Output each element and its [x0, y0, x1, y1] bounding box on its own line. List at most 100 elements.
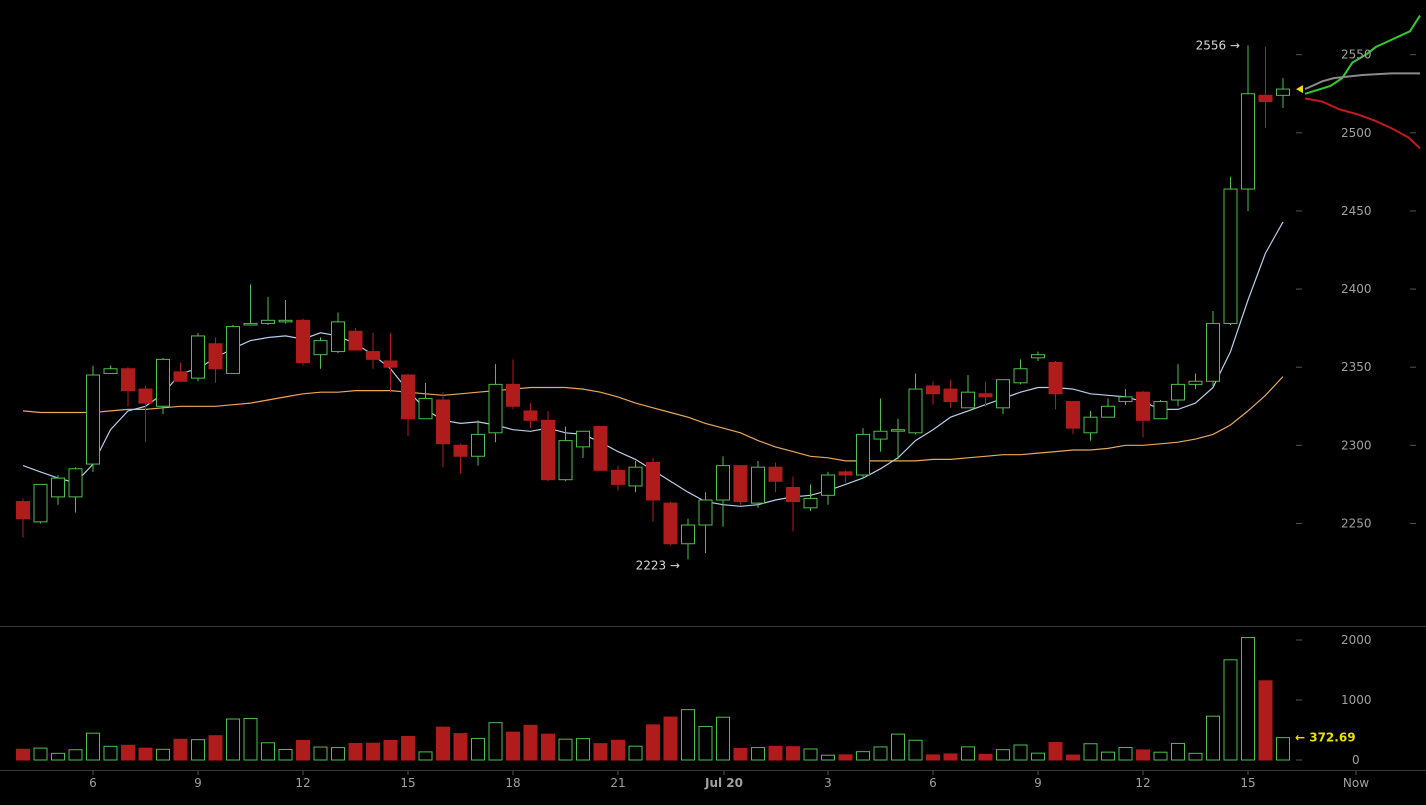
candle[interactable]	[1258, 46, 1273, 129]
volume-bar[interactable]	[646, 724, 660, 761]
candle[interactable]	[33, 483, 48, 524]
candle[interactable]	[243, 284, 258, 326]
candle[interactable]	[1206, 310, 1220, 386]
candle[interactable]	[1171, 364, 1185, 407]
candle[interactable]	[593, 426, 608, 471]
candle[interactable]	[1031, 351, 1045, 361]
volume-bar[interactable]	[1136, 749, 1150, 761]
volume-bar[interactable]	[1048, 742, 1063, 761]
volume-bar[interactable]	[996, 749, 1010, 761]
volume-bar[interactable]	[68, 749, 83, 761]
volume-bar[interactable]	[1223, 659, 1238, 761]
volume-bar[interactable]	[628, 745, 643, 761]
candle[interactable]	[156, 357, 170, 415]
candle[interactable]	[436, 392, 450, 468]
candle[interactable]	[873, 398, 888, 452]
volume-bar[interactable]	[121, 744, 135, 761]
volume-bar[interactable]	[698, 725, 713, 761]
candle[interactable]	[611, 465, 625, 491]
candle[interactable]	[628, 460, 643, 493]
candle[interactable]	[698, 492, 713, 554]
volume-bar[interactable]	[1066, 754, 1080, 761]
volume-bar[interactable]	[821, 754, 835, 761]
volume-bar[interactable]	[926, 754, 940, 761]
volume-bar[interactable]	[768, 745, 783, 761]
candle[interactable]	[488, 364, 503, 443]
volume-bar[interactable]	[523, 724, 538, 761]
candle[interactable]	[1276, 78, 1290, 108]
volume-bar[interactable]	[1276, 737, 1290, 761]
volume-bar[interactable]	[401, 735, 415, 761]
volume-bar[interactable]	[488, 722, 503, 761]
candle[interactable]	[261, 296, 275, 325]
volume-bar[interactable]	[1153, 751, 1168, 761]
volume-bar[interactable]	[506, 731, 520, 761]
volume-bar[interactable]	[471, 737, 485, 761]
candle[interactable]	[331, 312, 345, 354]
candle[interactable]	[943, 379, 958, 408]
candle[interactable]	[821, 471, 835, 505]
volume-bar[interactable]	[103, 745, 118, 761]
volume-bar[interactable]	[978, 753, 993, 761]
volume-bar[interactable]	[716, 716, 730, 761]
candle[interactable]	[1013, 359, 1028, 385]
volume-bar[interactable]	[226, 718, 240, 761]
candle[interactable]	[121, 367, 135, 407]
candle[interactable]	[208, 337, 223, 383]
volume-bar[interactable]	[296, 739, 310, 761]
volume-bar[interactable]	[541, 733, 555, 761]
volume-bar[interactable]	[873, 746, 888, 761]
volume-bar[interactable]	[663, 716, 678, 761]
candle[interactable]	[173, 362, 188, 382]
candle[interactable]	[523, 403, 538, 429]
candle[interactable]	[313, 337, 328, 369]
candle[interactable]	[506, 359, 520, 410]
volume-bar[interactable]	[681, 709, 695, 761]
candle[interactable]	[1066, 401, 1080, 435]
volume-bar[interactable]	[1171, 742, 1185, 761]
candle[interactable]	[751, 460, 765, 508]
volume-bar[interactable]	[786, 746, 800, 761]
volume-bar[interactable]	[943, 753, 958, 761]
candle[interactable]	[401, 373, 415, 436]
candle[interactable]	[1188, 373, 1203, 390]
volume-bar[interactable]	[856, 751, 870, 761]
candle[interactable]	[1048, 360, 1063, 410]
candle[interactable]	[226, 325, 240, 374]
candle[interactable]	[803, 484, 818, 511]
volume-bar[interactable]	[208, 735, 223, 761]
candle[interactable]	[838, 470, 853, 483]
candle[interactable]	[856, 428, 870, 479]
candle[interactable]	[716, 456, 730, 527]
candle[interactable]	[138, 385, 153, 443]
candle[interactable]	[1083, 410, 1098, 441]
volume-bar[interactable]	[138, 747, 153, 761]
volume-bar[interactable]	[86, 732, 100, 761]
volume-bar[interactable]	[1188, 752, 1203, 761]
volume-bar[interactable]	[611, 739, 625, 761]
volume-bar[interactable]	[366, 742, 380, 761]
volume-bar[interactable]	[558, 738, 573, 761]
volume-bar[interactable]	[156, 748, 170, 761]
candle[interactable]	[768, 462, 783, 493]
candle[interactable]	[1136, 390, 1150, 438]
volume-bar[interactable]	[191, 739, 205, 761]
volume-bar[interactable]	[331, 747, 345, 761]
candle[interactable]	[366, 332, 380, 369]
candle[interactable]	[1223, 176, 1238, 325]
volume-bar[interactable]	[733, 747, 748, 761]
candle[interactable]	[978, 381, 993, 407]
volume-bar[interactable]	[436, 726, 450, 761]
volume-bar[interactable]	[418, 751, 433, 761]
candle[interactable]	[348, 328, 363, 351]
candle[interactable]	[1153, 400, 1168, 420]
volume-bar[interactable]	[243, 718, 258, 761]
candle[interactable]	[681, 518, 695, 560]
candle[interactable]	[1241, 45, 1255, 211]
candle[interactable]	[1118, 389, 1133, 405]
candle[interactable]	[383, 332, 398, 393]
candle[interactable]	[891, 418, 905, 460]
candle[interactable]	[453, 443, 468, 474]
